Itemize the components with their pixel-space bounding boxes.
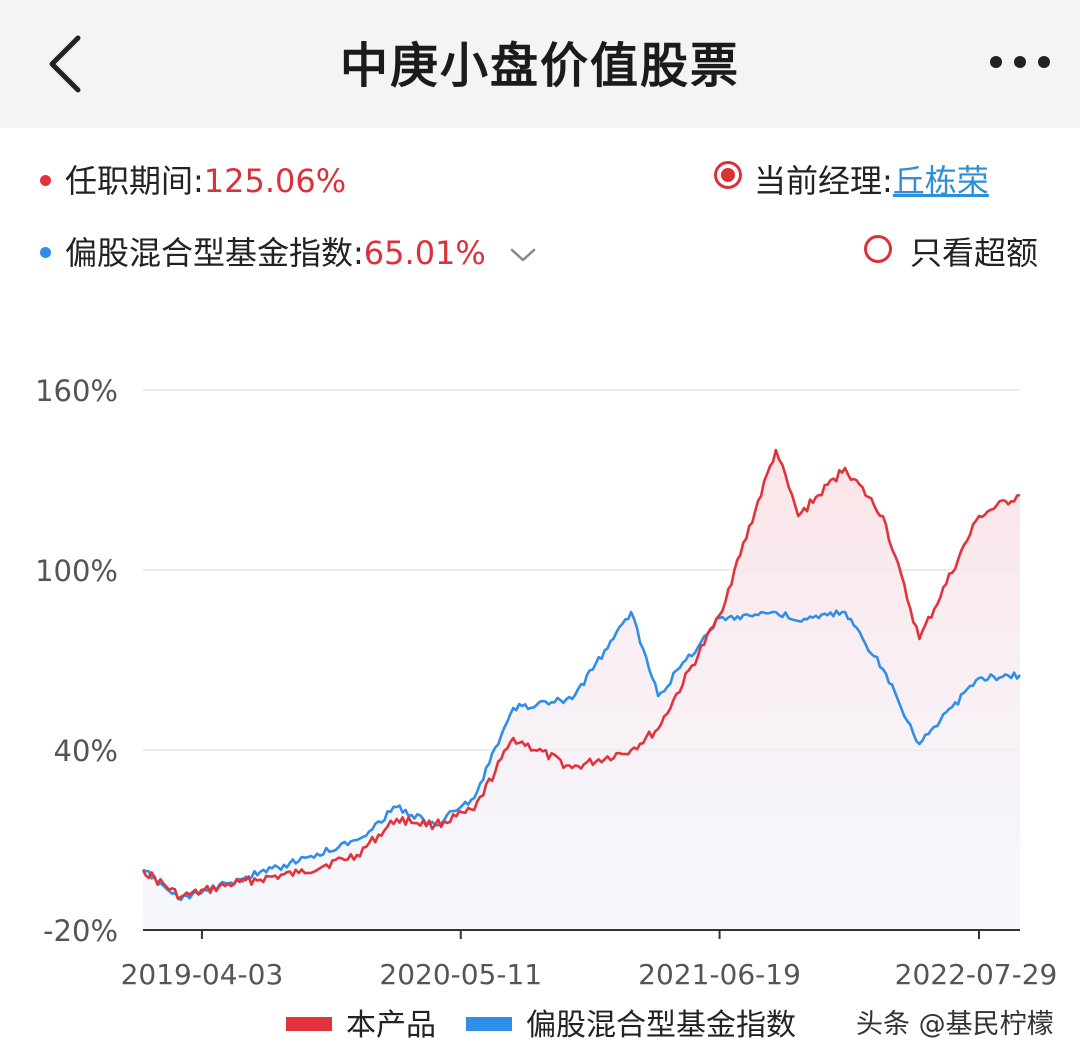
legend-index-label: 偏股混合型基金指数 bbox=[526, 1008, 796, 1043]
more-horizontal-icon bbox=[990, 56, 1050, 68]
legend-item-fund: 本产品 bbox=[286, 1000, 436, 1044]
manager-label: 当前经理: bbox=[754, 162, 893, 200]
x-tick-label: 2020-05-11 bbox=[379, 958, 542, 991]
return-chart: 160% 100% 40% -20% 2019-04-03 2020-05-11 2021… bbox=[35, 374, 1058, 991]
y-tick-label: 100% bbox=[35, 554, 118, 588]
fund-return-label: 任职期间: bbox=[65, 162, 204, 200]
watermark: 头条 @基民柠檬 bbox=[856, 1009, 1054, 1040]
chevron-left-icon bbox=[49, 35, 81, 93]
index-return-label: 偏股混合型基金指数: bbox=[65, 234, 364, 272]
legend-fund-label: 本产品 bbox=[346, 1008, 436, 1043]
x-axis: 2019-04-03 2020-05-11 2021-06-19 2022-07-29 bbox=[121, 929, 1058, 991]
back-button[interactable] bbox=[36, 28, 96, 100]
fund-swatch-icon bbox=[286, 1016, 332, 1031]
area-fill bbox=[143, 450, 1020, 930]
current-manager: 当前经理:丘栋荣 bbox=[754, 156, 989, 202]
index-return-legend[interactable]: 偏股混合型基金指数:65.01% bbox=[40, 228, 538, 274]
y-tick-label: 40% bbox=[54, 734, 118, 768]
legend-item-index: 偏股混合型基金指数 bbox=[466, 1000, 796, 1044]
y-tick-label: -20% bbox=[43, 914, 118, 948]
title-bar: 中庚小盘价值股票 bbox=[0, 0, 1080, 128]
y-axis: 160% 100% 40% -20% bbox=[35, 374, 118, 948]
series-line-index bbox=[142, 609, 1022, 902]
excess-only-radio[interactable] bbox=[864, 235, 892, 263]
more-button[interactable] bbox=[980, 40, 1060, 84]
page-title: 中庚小盘价值股票 bbox=[339, 38, 740, 94]
index-dot-icon bbox=[40, 246, 51, 258]
series-lines bbox=[141, 448, 1022, 902]
x-tick-label: 2022-07-29 bbox=[895, 958, 1058, 991]
x-tick-label: 2019-04-03 bbox=[121, 958, 284, 991]
current-manager-radio[interactable] bbox=[714, 161, 742, 189]
fund-dot-icon bbox=[40, 174, 51, 186]
area-fill-shape bbox=[143, 450, 1020, 930]
chevron-down-icon[interactable] bbox=[508, 245, 538, 265]
excess-only-label[interactable]: 只看超额 bbox=[910, 234, 1039, 272]
fund-return-value: 125.06% bbox=[203, 162, 347, 200]
series-line-fund bbox=[141, 448, 1021, 901]
index-return-value: 65.01% bbox=[363, 234, 486, 272]
fund-return-legend: 任职期间:125.06% bbox=[40, 156, 346, 202]
manager-name-link[interactable]: 丘栋荣 bbox=[892, 162, 989, 200]
x-tick-label: 2021-06-19 bbox=[638, 958, 801, 991]
index-swatch-icon bbox=[466, 1016, 512, 1031]
y-tick-label: 160% bbox=[35, 374, 118, 408]
